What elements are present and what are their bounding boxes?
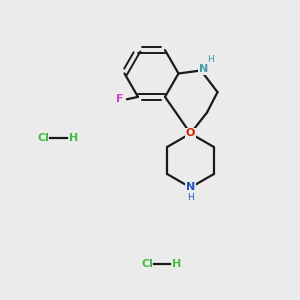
- Text: H: H: [69, 133, 78, 143]
- Text: Cl: Cl: [38, 133, 50, 143]
- Text: H: H: [187, 194, 194, 202]
- Text: Cl: Cl: [141, 259, 153, 269]
- Text: O: O: [186, 128, 195, 139]
- Text: F: F: [116, 94, 124, 104]
- Text: H: H: [172, 259, 181, 269]
- Text: N: N: [199, 64, 208, 74]
- Text: N: N: [186, 182, 195, 193]
- Text: H: H: [207, 55, 213, 64]
